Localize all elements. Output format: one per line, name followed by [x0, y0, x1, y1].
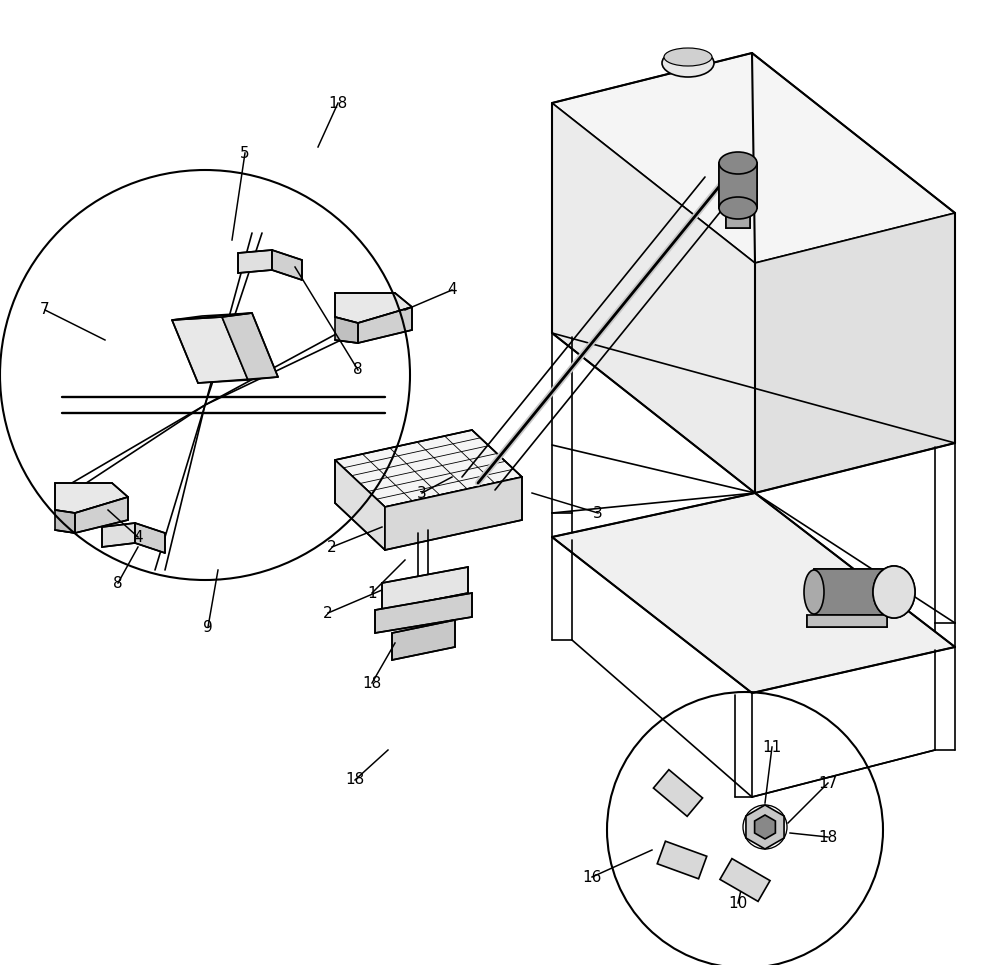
- Ellipse shape: [804, 570, 824, 614]
- Polygon shape: [385, 477, 522, 550]
- Text: 2: 2: [323, 605, 333, 620]
- Polygon shape: [392, 620, 455, 660]
- Ellipse shape: [664, 48, 712, 66]
- Polygon shape: [657, 841, 707, 879]
- Polygon shape: [746, 805, 784, 849]
- Polygon shape: [814, 569, 894, 615]
- Polygon shape: [55, 510, 75, 533]
- Text: 17: 17: [818, 776, 838, 790]
- Ellipse shape: [873, 566, 915, 618]
- Ellipse shape: [719, 152, 757, 174]
- Text: 8: 8: [113, 575, 123, 591]
- Polygon shape: [102, 523, 135, 547]
- Polygon shape: [382, 567, 468, 610]
- Text: 4: 4: [447, 283, 457, 297]
- Polygon shape: [335, 317, 358, 343]
- Polygon shape: [335, 430, 522, 507]
- Polygon shape: [653, 770, 703, 816]
- Ellipse shape: [873, 566, 915, 618]
- Polygon shape: [55, 483, 128, 513]
- Polygon shape: [726, 208, 750, 228]
- Polygon shape: [755, 213, 955, 493]
- Polygon shape: [552, 493, 955, 693]
- Polygon shape: [272, 250, 302, 280]
- Polygon shape: [55, 497, 128, 533]
- Text: 16: 16: [582, 869, 602, 885]
- Text: 8: 8: [353, 363, 363, 377]
- Text: 1: 1: [367, 586, 377, 600]
- Text: 3: 3: [593, 506, 603, 520]
- Polygon shape: [552, 53, 955, 263]
- Polygon shape: [222, 313, 278, 380]
- Text: 18: 18: [818, 830, 838, 844]
- Text: 10: 10: [728, 896, 748, 911]
- Polygon shape: [552, 103, 755, 493]
- Polygon shape: [375, 593, 472, 633]
- Text: 11: 11: [762, 739, 782, 755]
- Polygon shape: [719, 163, 757, 208]
- Polygon shape: [335, 307, 412, 343]
- Polygon shape: [172, 313, 252, 320]
- Text: 4: 4: [133, 530, 143, 544]
- Text: 9: 9: [203, 620, 213, 635]
- Text: 3: 3: [417, 485, 427, 501]
- Polygon shape: [807, 615, 887, 627]
- Text: 18: 18: [328, 96, 348, 111]
- Polygon shape: [172, 317, 248, 383]
- Polygon shape: [135, 523, 165, 553]
- Text: 18: 18: [345, 773, 365, 787]
- Text: 18: 18: [362, 676, 382, 691]
- Polygon shape: [720, 859, 770, 901]
- Polygon shape: [755, 815, 775, 839]
- Text: 5: 5: [240, 146, 250, 160]
- Ellipse shape: [662, 49, 714, 77]
- Text: 2: 2: [327, 539, 337, 555]
- Polygon shape: [238, 250, 272, 273]
- Text: 7: 7: [40, 302, 50, 317]
- Polygon shape: [335, 460, 385, 550]
- Ellipse shape: [719, 197, 757, 219]
- Polygon shape: [335, 293, 412, 323]
